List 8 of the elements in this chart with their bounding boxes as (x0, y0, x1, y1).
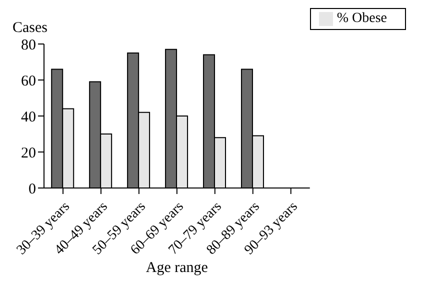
y-tick-label: 0 (28, 181, 36, 198)
y-tick-label: 80 (21, 37, 36, 54)
legend-label: % Obese (336, 11, 387, 26)
y-axis-title: Cases (12, 20, 48, 36)
x-axis-title: Age range (146, 260, 208, 276)
y-tick-label: 20 (21, 145, 36, 162)
y-tick-label: 40 (21, 109, 36, 126)
y-tick-label: 60 (21, 73, 36, 90)
